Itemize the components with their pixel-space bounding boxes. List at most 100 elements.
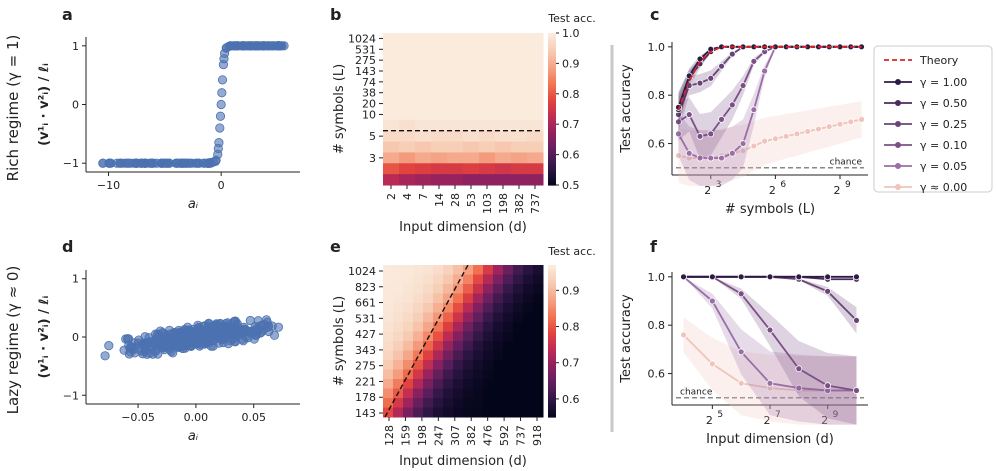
series-point bbox=[761, 67, 769, 75]
y-tick-label: 143 bbox=[355, 407, 376, 420]
heatmap-cell bbox=[463, 265, 474, 275]
heatmap-cell bbox=[523, 303, 534, 313]
heatmap-cell bbox=[415, 130, 432, 143]
heatmap-cell bbox=[511, 130, 528, 143]
scatter-point bbox=[174, 158, 184, 168]
heatmap-cell bbox=[393, 274, 404, 285]
heatmap-cell bbox=[403, 303, 414, 313]
heatmap-cell bbox=[463, 360, 474, 370]
series-band bbox=[683, 276, 857, 425]
colorbar-segment bbox=[548, 76, 556, 80]
heatmap-cell bbox=[493, 350, 504, 361]
heatmap-cell bbox=[473, 379, 484, 389]
heatmap-cell bbox=[463, 341, 474, 351]
heatmap-cell bbox=[473, 293, 484, 304]
series-point bbox=[739, 140, 747, 147]
x-tick-label: 198 bbox=[497, 193, 510, 214]
heatmap-cell bbox=[495, 119, 512, 132]
heatmap-cell bbox=[431, 87, 448, 99]
heatmap-cell bbox=[443, 274, 454, 285]
heatmap-cell bbox=[503, 350, 514, 361]
colorbar-segment bbox=[548, 114, 556, 118]
colorbar-segment bbox=[548, 124, 556, 128]
heatmap-cell bbox=[415, 119, 432, 132]
series-point bbox=[708, 360, 716, 368]
heatmap-cell bbox=[431, 109, 448, 121]
theory-line bbox=[384, 264, 469, 418]
colorbar-segment bbox=[548, 111, 556, 115]
x-tick-label: 0.00 bbox=[184, 411, 209, 424]
series-point bbox=[680, 331, 687, 339]
heatmap-cell bbox=[483, 407, 494, 418]
scatter-point bbox=[100, 351, 110, 361]
heatmap-cell bbox=[493, 293, 504, 304]
panel-label-a: a bbox=[62, 5, 73, 24]
heatmap-cell bbox=[447, 141, 464, 153]
colorbar-tick-label: 0.8 bbox=[562, 321, 580, 334]
heatmap-cell bbox=[383, 303, 394, 313]
heatmap-cell bbox=[473, 407, 484, 418]
x-tick-label: 737 bbox=[529, 193, 542, 214]
heatmap-cell bbox=[483, 322, 494, 332]
heatmap-cell bbox=[399, 43, 416, 56]
heatmap-cell bbox=[527, 141, 544, 153]
x-tick-label: 307 bbox=[449, 425, 462, 446]
y-tick-label: 3 bbox=[369, 152, 376, 165]
series-point bbox=[771, 135, 779, 143]
y-tick-label: 531 bbox=[355, 43, 376, 56]
heatmap-cell bbox=[423, 265, 434, 275]
heatmap-cell bbox=[399, 152, 416, 164]
colorbar-segment bbox=[548, 101, 556, 105]
colorbar-segment bbox=[548, 53, 556, 57]
heatmap-cell bbox=[463, 379, 474, 389]
colorbar-segment bbox=[548, 379, 556, 383]
heatmap-cell bbox=[473, 312, 484, 323]
heatmap-cell bbox=[413, 388, 424, 399]
heatmap-cell bbox=[403, 379, 414, 389]
heatmap-cell bbox=[503, 303, 514, 313]
colorbar-segment bbox=[548, 71, 556, 75]
heatmap-cell bbox=[403, 350, 414, 361]
heatmap-cell bbox=[423, 360, 434, 370]
heatmap-cell bbox=[533, 312, 544, 323]
scatter-point bbox=[215, 111, 226, 121]
heatmap-cell bbox=[511, 152, 528, 164]
heatmap-cell bbox=[523, 341, 534, 351]
panel-c-lineplot: 0.60.81.02 3 2 6 2 9# symbols (L)Test accurac… bbox=[619, 41, 868, 217]
heatmap-cell bbox=[413, 265, 424, 275]
colorbar-segment bbox=[548, 147, 556, 151]
colorbar-segment bbox=[548, 136, 556, 140]
heatmap-cell bbox=[415, 109, 432, 121]
colorbar-title: Test acc. bbox=[547, 245, 596, 258]
heatmap-cell bbox=[533, 331, 544, 342]
series-band bbox=[683, 317, 857, 425]
colorbar-segment bbox=[548, 86, 556, 90]
heatmap-cell bbox=[463, 43, 480, 56]
heatmap-cell bbox=[431, 141, 448, 153]
y-tick-label: 10 bbox=[362, 108, 376, 121]
heatmap-cell bbox=[463, 284, 474, 294]
panel-a-scatter: −101−10 0aᵢ(v¹ᵢ · v²ᵢ) / ℓᵢ bbox=[37, 37, 300, 212]
heatmap-cell bbox=[383, 130, 400, 143]
x-axis-label: Input dimension (d) bbox=[706, 432, 834, 447]
colorbar-segment bbox=[548, 414, 556, 418]
series-point bbox=[766, 273, 774, 281]
colorbar-segment bbox=[548, 386, 556, 390]
heatmap-cell bbox=[493, 407, 504, 418]
heatmap-cell bbox=[493, 265, 504, 275]
x-axis-label: # symbols (L) bbox=[725, 202, 815, 217]
heatmap-cell bbox=[415, 174, 432, 186]
heatmap-cell bbox=[393, 360, 404, 370]
series-point bbox=[824, 287, 832, 295]
colorbar-segment bbox=[548, 295, 556, 299]
x-tick-label: 0 bbox=[218, 179, 225, 192]
colorbar-segment bbox=[548, 290, 556, 294]
heatmap-cell bbox=[493, 398, 504, 408]
heatmap-cell bbox=[383, 398, 394, 408]
heatmap-cell bbox=[511, 163, 528, 175]
heatmap-cell bbox=[433, 369, 444, 380]
heatmap-cell bbox=[527, 87, 544, 99]
y-tick-label: 74 bbox=[362, 76, 376, 89]
heatmap-cell bbox=[479, 109, 496, 121]
heatmap-cell bbox=[493, 388, 504, 399]
